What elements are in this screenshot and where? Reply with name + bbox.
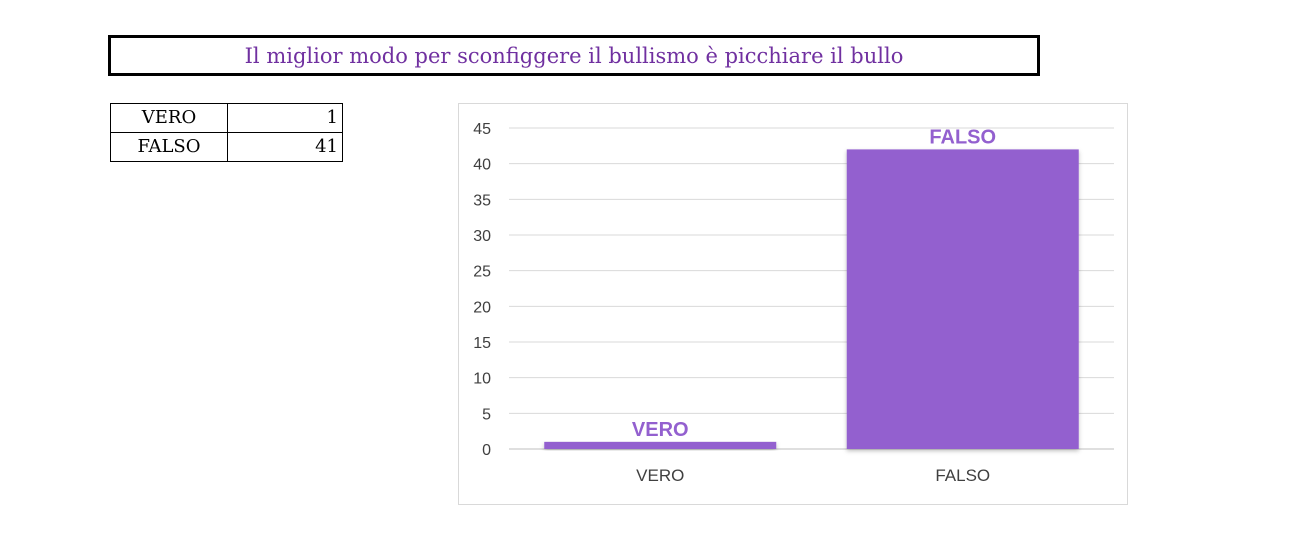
table-cell-label: VERO	[110, 103, 228, 133]
y-tick-label: 45	[473, 121, 491, 138]
y-axis-ticks: 0 5 10 15 20 25 30 35 40 45	[473, 121, 491, 459]
bar-chart: 0 5 10 15 20 25 30 35 40 45 VERO FALSO VERO FALSO	[473, 121, 1114, 485]
data-labels: VERO FALSO	[632, 126, 996, 440]
data-label: FALSO	[929, 126, 996, 148]
table-cell-value: 1	[227, 103, 343, 133]
bars	[544, 149, 1079, 449]
page-title: Il miglior modo per sconfiggere il bulli…	[244, 43, 904, 68]
data-label: VERO	[632, 419, 689, 441]
y-tick-label: 20	[473, 299, 491, 316]
x-category-label: VERO	[636, 466, 684, 485]
y-tick-label: 35	[473, 192, 491, 209]
chart-frame: 0 5 10 15 20 25 30 35 40 45 VERO FALSO VERO FALSO	[458, 103, 1128, 505]
y-tick-label: 10	[473, 371, 491, 388]
x-category-label: FALSO	[935, 466, 990, 485]
y-tick-label: 5	[482, 406, 491, 423]
y-tick-label: 25	[473, 264, 491, 281]
x-axis-labels: VERO FALSO	[636, 466, 990, 485]
table-row: VERO 1	[110, 103, 343, 133]
y-tick-label: 30	[473, 228, 491, 245]
bar-falso	[846, 149, 1079, 449]
y-tick-label: 0	[482, 442, 491, 459]
table-cell-value: 41	[227, 132, 343, 162]
title-box: Il miglior modo per sconfiggere il bulli…	[108, 35, 1040, 76]
data-table: VERO 1 FALSO 41	[110, 103, 343, 162]
table-row: FALSO 41	[110, 132, 343, 162]
bar-vero	[544, 441, 777, 449]
y-tick-label: 15	[473, 335, 491, 352]
y-tick-label: 40	[473, 157, 491, 174]
table-cell-label: FALSO	[110, 132, 228, 162]
